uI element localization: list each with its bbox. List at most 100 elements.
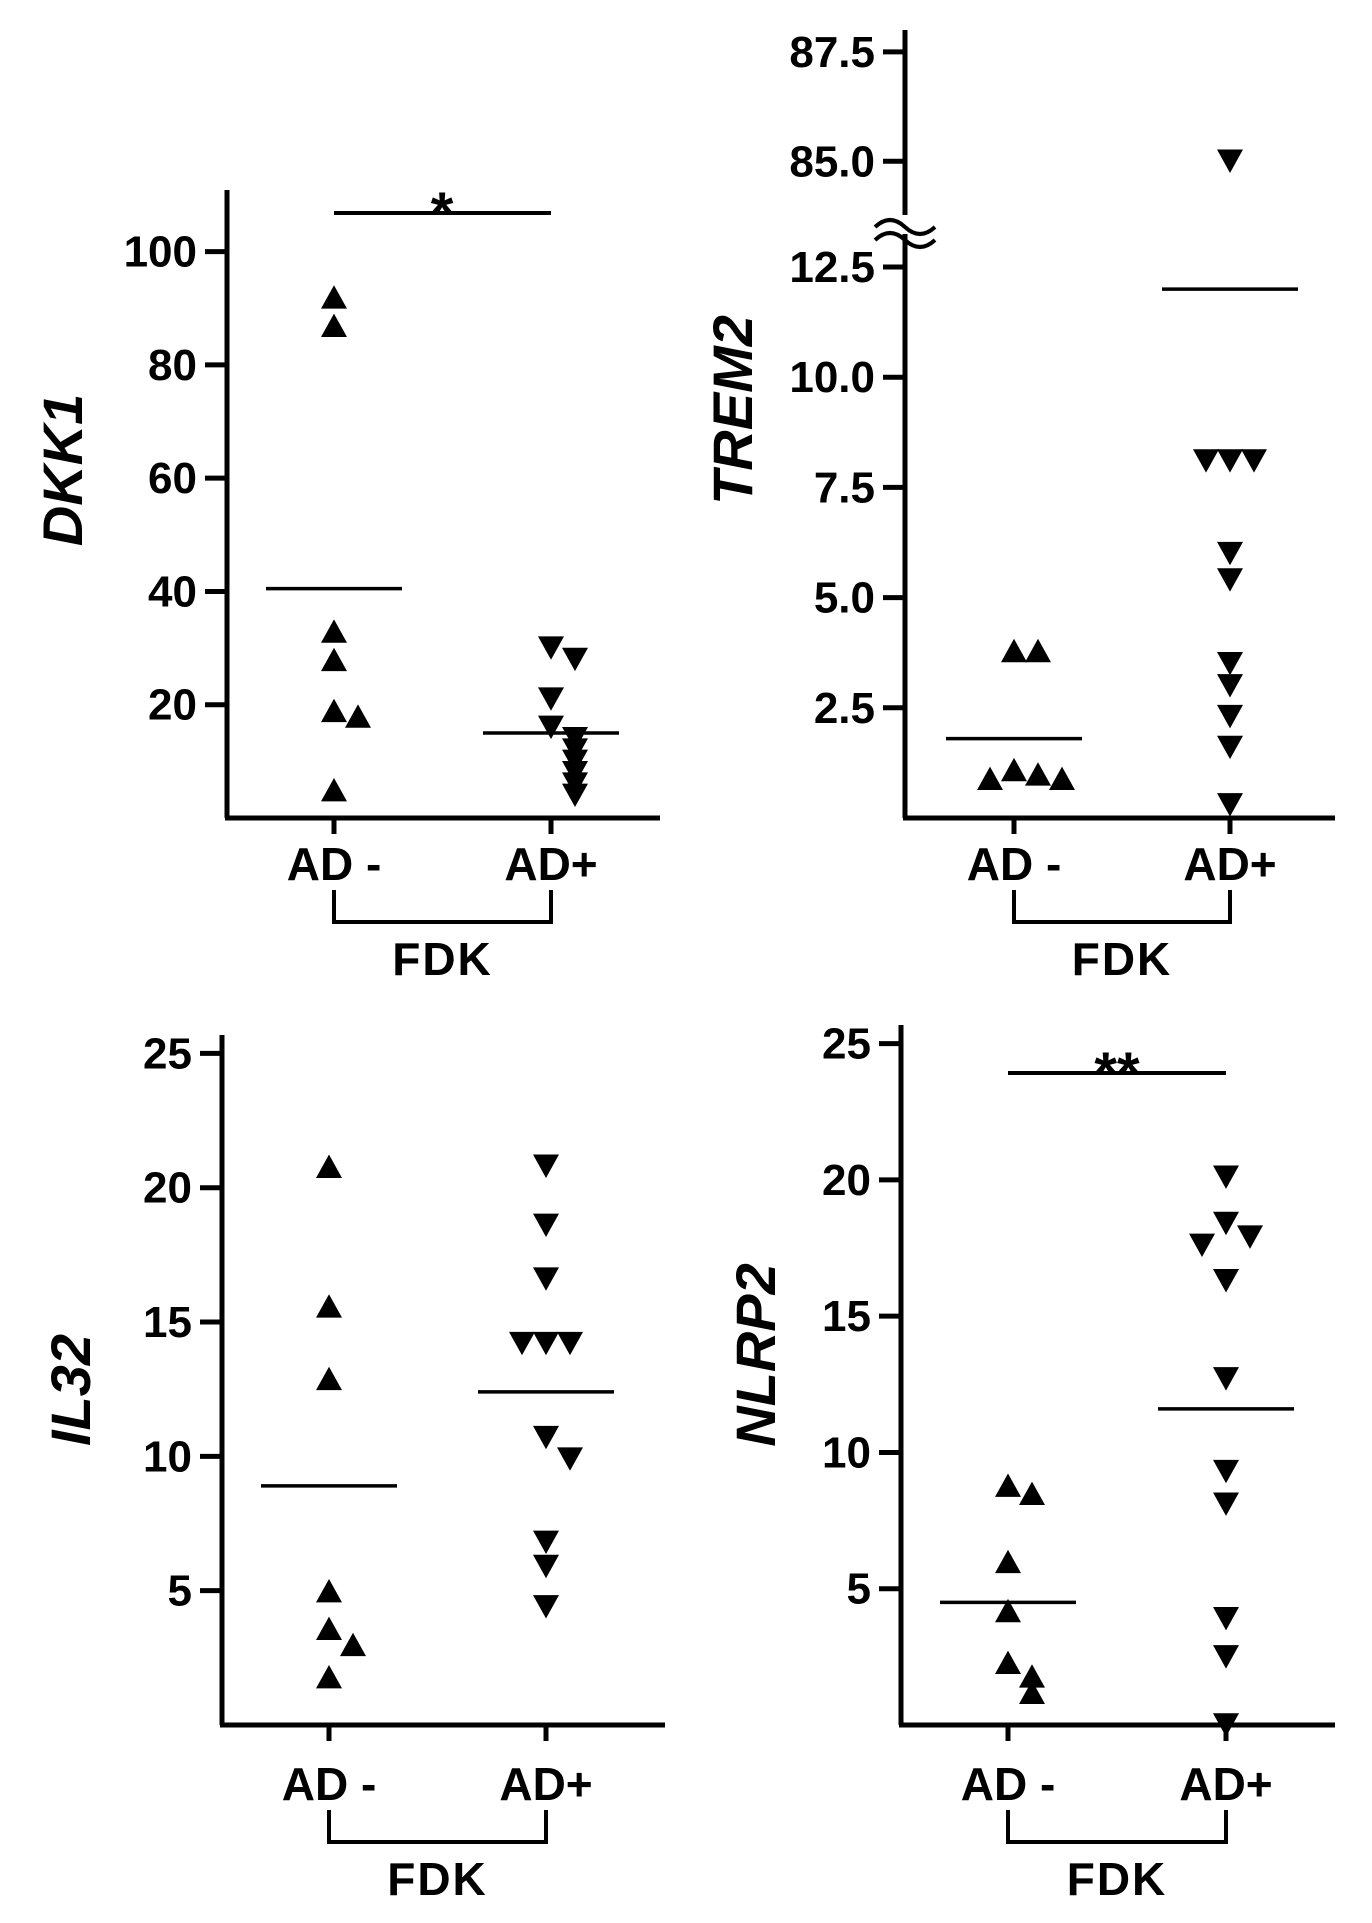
- significance-label: **: [1094, 1041, 1140, 1106]
- x-category-label: AD -: [961, 1758, 1056, 1810]
- data-point-ad-plus: [533, 1425, 559, 1450]
- y-axis-label: IL32: [39, 1334, 102, 1446]
- data-point-ad-plus: [533, 1595, 559, 1619]
- data-point-ad-minus: [316, 1366, 342, 1391]
- data-point-ad-plus: [1213, 1645, 1239, 1669]
- axis-break-mark-1: [873, 231, 937, 249]
- group-label: FDK: [392, 933, 493, 985]
- data-point-ad-minus: [1025, 762, 1051, 786]
- data-point-ad-minus: [1001, 638, 1027, 663]
- data-point-ad-plus: [533, 1331, 559, 1356]
- data-point-ad-plus: [557, 1447, 583, 1471]
- data-point-ad-minus: [321, 777, 347, 802]
- data-point-ad-plus: [533, 1554, 559, 1579]
- data-point-ad-minus: [345, 704, 371, 728]
- group-bracket: [327, 1810, 548, 1844]
- y-tick-label-upper: 87.5: [789, 28, 875, 77]
- panel-il32: 5 10 15 20 25 IL32 AD - AD+FDK: [39, 1029, 665, 1905]
- data-point-ad-plus: [1213, 1713, 1239, 1737]
- data-point-ad-plus: [533, 1154, 559, 1178]
- y-tick-label: 10: [143, 1432, 192, 1481]
- data-point-ad-plus: [1213, 1211, 1239, 1236]
- y-axis-label: TREM2: [701, 315, 764, 505]
- data-point-ad-plus: [1217, 568, 1243, 592]
- data-point-ad-plus: [1217, 652, 1243, 676]
- y-tick-label: 5: [168, 1567, 192, 1616]
- y-tick-label: 10: [822, 1428, 871, 1477]
- data-point-ad-minus: [1019, 1664, 1045, 1688]
- y-tick-label: 5.0: [814, 574, 875, 623]
- y-tick-label: 25: [143, 1029, 192, 1078]
- data-point-ad-plus: [1213, 1607, 1239, 1631]
- data-point-ad-plus: [1189, 1233, 1215, 1258]
- y-axis-label: DKK1: [31, 394, 94, 546]
- data-point-ad-plus: [1217, 449, 1243, 473]
- data-point-ad-plus: [1241, 449, 1267, 473]
- data-point-ad-minus: [316, 1616, 342, 1640]
- group-label: FDK: [1067, 1853, 1168, 1905]
- data-point-ad-plus: [1237, 1225, 1263, 1249]
- group-label: FDK: [387, 1853, 488, 1905]
- data-point-ad-plus: [1213, 1165, 1239, 1189]
- data-point-ad-plus: [1217, 541, 1243, 566]
- data-point-ad-plus: [538, 687, 564, 711]
- data-point-ad-minus: [316, 1578, 342, 1603]
- data-point-ad-plus: [533, 1213, 559, 1238]
- data-point-ad-plus: [1213, 1459, 1239, 1484]
- y-tick-label-upper: 85.0: [789, 137, 875, 186]
- data-point-ad-minus: [321, 313, 347, 337]
- group-bracket: [1006, 1810, 1228, 1844]
- y-tick-label: 60: [148, 454, 197, 503]
- data-point-ad-minus: [1001, 757, 1027, 782]
- y-tick-label: 15: [822, 1292, 871, 1341]
- y-tick-label: 20: [148, 681, 197, 730]
- x-category-label: AD+: [1179, 1758, 1272, 1810]
- data-point-ad-minus: [1019, 1481, 1045, 1506]
- panel-nlrp2: 5 10 15 20 25 NLRP2 AD - AD+FDK **: [724, 1020, 1335, 1905]
- y-tick-label: 15: [143, 1298, 192, 1347]
- data-point-ad-minus: [316, 1154, 342, 1178]
- x-category-label: AD+: [499, 1758, 592, 1810]
- data-point-ad-minus: [995, 1598, 1021, 1623]
- data-point-ad-plus: [562, 783, 588, 808]
- data-point-ad-minus: [321, 619, 347, 643]
- y-tick-label: 100: [124, 228, 197, 277]
- y-tick-label: 40: [148, 567, 197, 616]
- panel-dkk1: 20 40 60 80 100 DKK1 AD - AD+FDK *: [31, 181, 660, 985]
- data-point-ad-minus: [321, 698, 347, 723]
- y-tick-label: 7.5: [814, 463, 875, 512]
- data-point-ad-plus: [538, 636, 564, 660]
- x-category-label: AD -: [967, 838, 1062, 890]
- data-point-ad-plus: [538, 715, 564, 740]
- data-point-ad-plus: [1217, 674, 1243, 698]
- group-bracket: [1012, 890, 1232, 924]
- group-label: FDK: [1072, 933, 1173, 985]
- data-point-ad-minus: [1049, 766, 1075, 791]
- data-point-ad-plus: [533, 1267, 559, 1291]
- significance-label: *: [431, 181, 454, 246]
- data-point-ad-plus: [1193, 449, 1219, 473]
- data-point-ad-plus: [533, 1530, 559, 1555]
- data-point-ad-minus: [1025, 638, 1051, 663]
- data-point-ad-minus: [995, 1549, 1021, 1574]
- data-point-ad-minus: [316, 1664, 342, 1689]
- data-point-ad-plus: [562, 647, 588, 672]
- x-category-label: AD -: [287, 838, 382, 890]
- data-point-ad-minus: [995, 1650, 1021, 1675]
- data-point-ad-minus: [340, 1632, 366, 1657]
- data-point-ad-minus: [321, 647, 347, 672]
- panel-trem2: 85.0 87.5 2.5 5.0 7.5 10.0 12.5 TREM2 AD - AD+FDK: [701, 28, 1335, 985]
- data-point-ad-minus: [321, 285, 347, 309]
- y-tick-label: 10.0: [789, 353, 875, 402]
- data-point-ad-minus: [977, 766, 1003, 791]
- data-point-ad-plus: [557, 1331, 583, 1356]
- data-point-ad-minus: [995, 1473, 1021, 1497]
- y-axis-label: NLRP2: [724, 1263, 787, 1447]
- data-point-ad-plus: [1217, 149, 1243, 173]
- data-point-ad-plus: [1217, 704, 1243, 729]
- data-point-ad-plus: [1213, 1367, 1239, 1391]
- group-bracket: [332, 890, 553, 924]
- y-tick-label: 80: [148, 341, 197, 390]
- y-tick-label: 20: [822, 1156, 871, 1205]
